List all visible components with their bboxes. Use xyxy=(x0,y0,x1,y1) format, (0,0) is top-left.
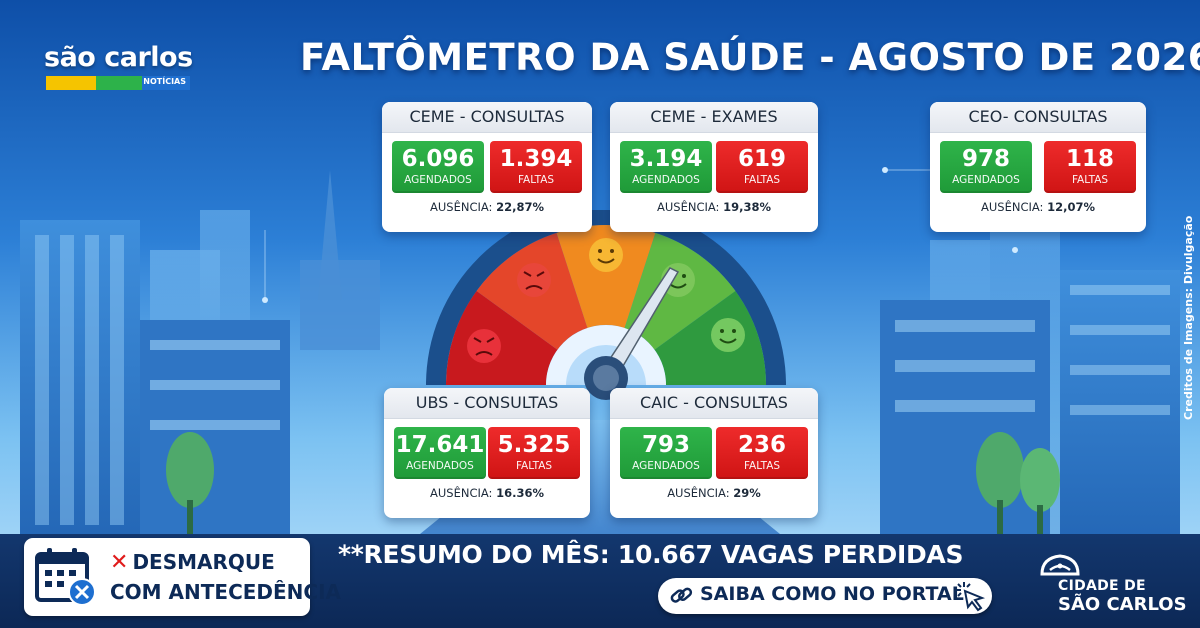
ausencia: AUSÊNCIA: 19,38% xyxy=(610,200,818,214)
ausencia: AUSÊNCIA: 12,07% xyxy=(930,200,1146,214)
card-title: CEO- CONSULTAS xyxy=(930,102,1146,133)
logo-color-bar xyxy=(46,76,190,90)
monthly-summary: **RESUMO DO MÊS: 10.667 VAGAS PERDIDAS xyxy=(338,540,964,569)
ausencia-value: 16.36% xyxy=(496,486,544,500)
gauge-needle-icon xyxy=(584,267,680,400)
happy-face-icon xyxy=(711,318,745,352)
ausencia-label: AUSÊNCIA: xyxy=(657,200,720,214)
card-ceme-exames: CEME - EXAMES 3.194 AGENDADOS 619 FALTAS… xyxy=(610,102,818,232)
ausencia-value: 22,87% xyxy=(496,200,544,214)
sao-carlos-noticias-logo[interactable]: são carlos NOTÍCIAS xyxy=(44,42,193,96)
agendados-box: 793 AGENDADOS xyxy=(620,427,712,479)
card-title: CEME - EXAMES xyxy=(610,102,818,133)
desmarque-banner: ✕ DESMARQUE COM ANTECEDÊNCIA xyxy=(24,538,341,616)
link-icon xyxy=(670,587,693,603)
card-caic-consultas: CAIC - CONSULTAS 793 AGENDADOS 236 FALTA… xyxy=(610,388,818,518)
ausencia-label: AUSÊNCIA: xyxy=(430,200,493,214)
saiba-como-button[interactable]: SAIBA COMO NO PORTAL xyxy=(658,578,992,614)
ausencia-label: AUSÊNCIA: xyxy=(981,200,1044,214)
ausencia: AUSÊNCIA: 29% xyxy=(610,486,818,500)
ausencia: AUSÊNCIA: 22,87% xyxy=(382,200,592,214)
desmarque-title: ✕ DESMARQUE xyxy=(110,550,275,575)
city-line2: SÃO CARLOS xyxy=(1058,594,1187,615)
agendados-label: AGENDADOS xyxy=(406,460,474,472)
faltas-label: FALTAS xyxy=(517,174,555,186)
gauge-segment-1 xyxy=(446,291,558,385)
gauge-meter xyxy=(426,210,786,400)
faltas-box: 5.325 FALTAS xyxy=(488,427,580,479)
faltas-label: FALTAS xyxy=(743,174,781,186)
card-ceme-consultas: CEME - CONSULTAS 6.096 AGENDADOS 1.394 F… xyxy=(382,102,592,232)
ausencia-value: 29% xyxy=(733,486,761,500)
agendados-label: AGENDADOS xyxy=(404,174,472,186)
agendados-value: 6.096 xyxy=(401,146,475,172)
ausencia: AUSÊNCIA: 16.36% xyxy=(384,486,590,500)
image-credit: Creditos de Imagens: Divulgação xyxy=(1182,215,1195,420)
card-title: UBS - CONSULTAS xyxy=(384,388,590,419)
city-line1: CIDADE DE xyxy=(1058,578,1146,594)
card-ubs-consultas: UBS - CONSULTAS 17.641 AGENDADOS 5.325 F… xyxy=(384,388,590,518)
faltas-box: 236 FALTAS xyxy=(716,427,808,479)
agendados-box: 6.096 AGENDADOS xyxy=(392,141,484,193)
faltas-value: 236 xyxy=(737,432,786,458)
ausencia-value: 12,07% xyxy=(1047,200,1095,214)
logo-text: são carlos xyxy=(44,42,193,73)
agendados-value: 793 xyxy=(641,432,690,458)
agendados-box: 978 AGENDADOS xyxy=(940,141,1032,193)
ausencia-label: AUSÊNCIA: xyxy=(430,486,493,500)
agendados-box: 3.194 AGENDADOS xyxy=(620,141,712,193)
faltas-box: 118 FALTAS xyxy=(1044,141,1136,193)
agendados-value: 3.194 xyxy=(629,146,703,172)
agendados-value: 978 xyxy=(961,146,1010,172)
cidade-de-sao-carlos-logo[interactable]: CIDADE DE SÃO CARLOS xyxy=(1034,552,1187,622)
faltas-box: 619 FALTAS xyxy=(716,141,808,193)
logo-subtitle: NOTÍCIAS xyxy=(143,77,186,86)
agendados-label: AGENDADOS xyxy=(632,174,700,186)
page-title: FALTÔMETRO DA SAÚDE - AGOSTO DE 2026 xyxy=(300,36,1200,79)
gauge-segment-3 xyxy=(556,224,656,328)
ausencia-value: 19,38% xyxy=(723,200,771,214)
agendados-box: 17.641 AGENDADOS xyxy=(394,427,486,479)
desmarque-line1: DESMARQUE xyxy=(132,550,275,574)
faltas-label: FALTAS xyxy=(743,460,781,472)
agendados-value: 17.641 xyxy=(395,432,485,458)
agendados-label: AGENDADOS xyxy=(632,460,700,472)
happy-face-icon xyxy=(589,238,623,272)
faltas-label: FALTAS xyxy=(1071,174,1109,186)
calendar-cancel-icon xyxy=(35,548,96,606)
faltas-value: 619 xyxy=(737,146,786,172)
card-ceo-consultas: CEO- CONSULTAS 978 AGENDADOS 118 FALTAS … xyxy=(930,102,1146,232)
cursor-click-icon xyxy=(956,582,986,612)
agendados-label: AGENDADOS xyxy=(952,174,1020,186)
city-emblem-icon xyxy=(1040,554,1080,576)
faltas-value: 118 xyxy=(1065,146,1114,172)
faltas-value: 5.325 xyxy=(497,432,571,458)
gauge-segment-5 xyxy=(654,291,766,385)
card-title: CAIC - CONSULTAS xyxy=(610,388,818,419)
faltas-value: 1.394 xyxy=(499,146,573,172)
card-title: CEME - CONSULTAS xyxy=(382,102,592,133)
ausencia-label: AUSÊNCIA: xyxy=(667,486,730,500)
faltas-box: 1.394 FALTAS xyxy=(490,141,582,193)
angry-face-icon xyxy=(517,263,551,297)
saiba-como-label: SAIBA COMO NO PORTAL xyxy=(700,583,964,605)
angry-face-icon xyxy=(467,329,501,363)
desmarque-line2: COM ANTECEDÊNCIA xyxy=(110,580,342,604)
faltas-label: FALTAS xyxy=(515,460,553,472)
close-icon: ✕ xyxy=(110,550,129,575)
